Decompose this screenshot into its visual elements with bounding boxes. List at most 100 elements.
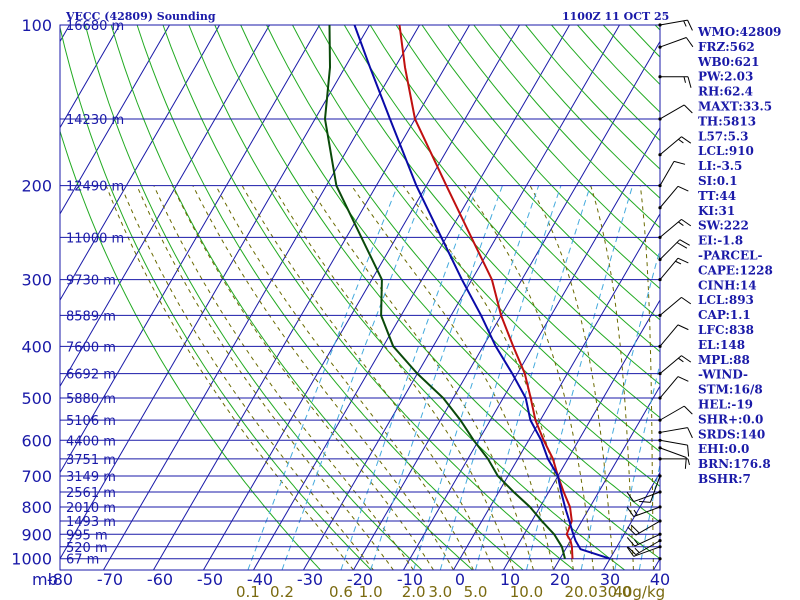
wind-barb-half-flag (683, 20, 687, 27)
dry-adiabat-line (214, 25, 660, 560)
dry-adiabat-line (421, 25, 660, 290)
index-label: WMO:42809 (697, 25, 781, 39)
moist-adiabat-line (639, 185, 654, 570)
wind-barb-flag (683, 104, 693, 114)
wind-barb-flag (626, 506, 635, 517)
wind-barb-shaft (659, 376, 679, 399)
isotherm-line (503, 299, 660, 570)
pressure-tick-label: 500 (21, 389, 52, 408)
dry-adiabat-line (60, 129, 321, 570)
wind-barb-shaft (659, 37, 687, 48)
index-label: TT:44 (698, 189, 736, 203)
isotherm-line (303, 25, 620, 570)
mixing-ratio-line (340, 185, 478, 570)
wind-barb-shaft (659, 239, 681, 260)
mixing-ratio-label: 40g/kg (613, 583, 665, 600)
wind-barb (658, 446, 687, 469)
mixing-ratio-label: 30.0 (598, 583, 631, 600)
wind-barb-shaft (659, 439, 688, 446)
wind-barb (658, 427, 693, 439)
isotherm-line (60, 25, 370, 560)
wind-barb (658, 160, 686, 188)
height-label: 2561 m (66, 486, 116, 501)
mixing-ratio-label: 0.1 (236, 583, 260, 600)
mixing-ratio-line (247, 185, 399, 570)
wind-barb (658, 376, 689, 400)
parcel-profile-line (353, 25, 611, 560)
wind-barb (658, 218, 692, 239)
index-label: SRDS:140 (698, 427, 765, 441)
wind-barb-flag (676, 242, 688, 249)
index-label: KI:31 (698, 204, 735, 218)
temperature-tick-label: -40 (247, 570, 273, 589)
temperature-tick-label: 40 (650, 570, 670, 589)
moist-adiabat-line (153, 185, 414, 570)
pressure-tick-label: 800 (21, 498, 52, 517)
moist-adiabat-line (171, 185, 434, 570)
wind-barb-flag (687, 445, 690, 457)
wind-barb-shaft (659, 355, 682, 374)
index-label: FRZ:562 (698, 40, 755, 54)
temperature-tick-label: 20 (550, 570, 570, 589)
mixing-ratio-label: 20.0 (564, 583, 597, 600)
index-label: SW:222 (698, 219, 749, 233)
wind-barb (658, 185, 689, 210)
wind-barb-flag (681, 136, 692, 144)
sounding-profiles (323, 25, 611, 560)
pressure-tick-label: 600 (21, 431, 52, 450)
height-label: 2010 m (66, 501, 116, 516)
wind-barb-flag (687, 427, 693, 439)
wind-barb-shaft (659, 447, 687, 458)
isotherm-line (153, 25, 470, 570)
moist-adiabat-line (308, 185, 534, 570)
wind-barb-shaft (659, 324, 679, 347)
mixing-ratio-line (638, 461, 660, 570)
isotherm-line (353, 40, 660, 570)
wind-barb-shaft (635, 520, 661, 536)
x-axis-unit-label: mb (32, 570, 58, 589)
wind-barb-flag (639, 500, 651, 503)
mixing-ratio-line (475, 185, 591, 570)
wind-barb-half-flag (678, 221, 684, 226)
dry-adiabat-line (292, 25, 660, 453)
wind-barb-flag (626, 491, 635, 502)
isotherm-line (103, 25, 420, 570)
wind-barb-flag (677, 185, 689, 192)
wind-barb (627, 519, 662, 536)
wind-barb (626, 545, 662, 557)
wind-barb-flag (687, 76, 692, 88)
pressure-tick-label: 400 (21, 337, 52, 356)
height-label: 1493 m (66, 515, 116, 530)
mixing-ratio-line (580, 247, 660, 570)
wind-barb-flag (673, 160, 686, 165)
index-label: CAP:1.1 (698, 308, 751, 322)
wind-barb (626, 505, 662, 518)
temperature-tick-label: 0 (455, 570, 465, 589)
dry-adiabats (60, 25, 660, 570)
wind-barb-half-flag (675, 260, 682, 265)
index-label: L57:5.3 (698, 129, 748, 143)
wind-barb-flag (627, 546, 637, 555)
wind-barb-flag (685, 37, 694, 48)
isotherm-line (603, 471, 660, 570)
chart-timestamp: 1100Z 11 OCT 25 (562, 10, 669, 23)
wind-barb (658, 355, 692, 376)
wind-barb (627, 539, 662, 556)
wind-barb (658, 257, 689, 282)
dewpoint-profile-line (323, 25, 566, 559)
mixing-ratio-label: 0.2 (270, 583, 294, 600)
wind-barb (626, 490, 662, 503)
wind-barb (658, 19, 693, 31)
height-label: 3751 m (66, 453, 116, 468)
pressure-tick-label: 900 (21, 525, 52, 544)
wind-barb-flag (677, 257, 689, 264)
wind-barb-flag (684, 457, 687, 469)
temperature-tick-label: -30 (297, 570, 323, 589)
index-label: HEL:-19 (698, 398, 753, 412)
plot-frame (59, 24, 661, 571)
height-label: 520 m (66, 541, 108, 556)
height-label: 4400 m (66, 434, 116, 449)
dry-adiabat-line (343, 25, 660, 385)
index-label: CINH:14 (698, 278, 757, 292)
wind-barb-flag (681, 296, 692, 305)
